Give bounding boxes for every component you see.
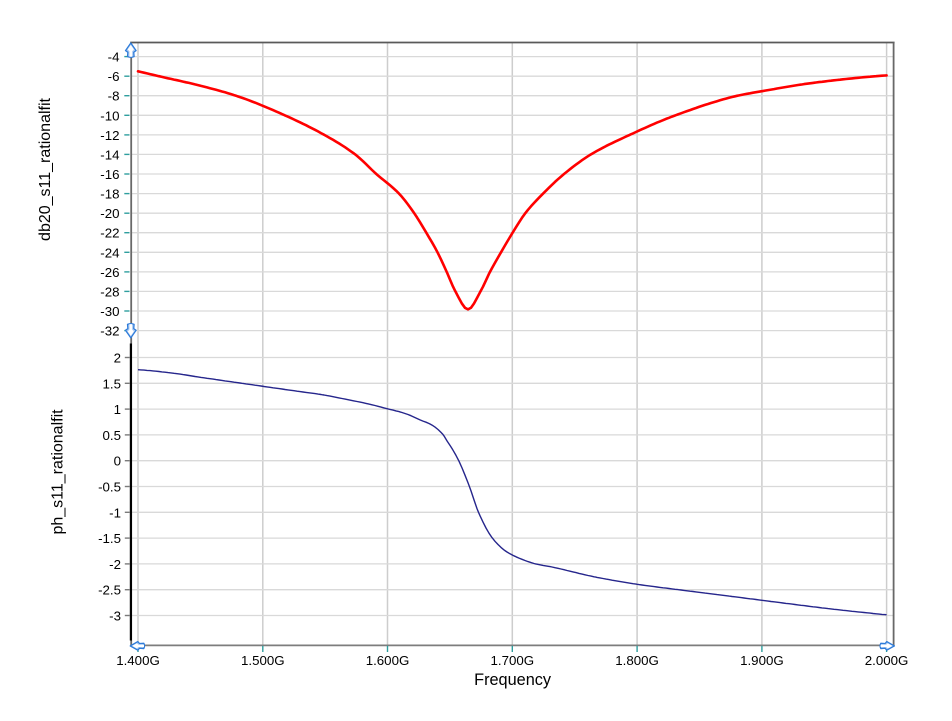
svg-text:-2.5: -2.5 bbox=[98, 583, 121, 598]
svg-text:1.5: 1.5 bbox=[103, 376, 122, 391]
svg-text:1.800G: 1.800G bbox=[615, 653, 659, 668]
svg-text:-28: -28 bbox=[100, 284, 119, 299]
svg-text:2.000G: 2.000G bbox=[865, 653, 909, 668]
svg-text:-26: -26 bbox=[100, 265, 119, 280]
svg-text:1.600G: 1.600G bbox=[366, 653, 410, 668]
svg-text:-32: -32 bbox=[100, 324, 119, 339]
svg-text:-10: -10 bbox=[100, 108, 119, 123]
svg-text:-0.5: -0.5 bbox=[98, 480, 121, 495]
svg-text:1: 1 bbox=[114, 402, 121, 417]
svg-text:-16: -16 bbox=[100, 167, 119, 182]
svg-text:0.5: 0.5 bbox=[103, 428, 122, 443]
svg-text:1.900G: 1.900G bbox=[740, 653, 784, 668]
svg-text:-30: -30 bbox=[100, 304, 119, 319]
svg-text:ph_s11_rationalfit: ph_s11_rationalfit bbox=[49, 409, 66, 535]
svg-text:-12: -12 bbox=[100, 128, 119, 143]
svg-text:1.400G: 1.400G bbox=[116, 653, 160, 668]
svg-text:1.700G: 1.700G bbox=[490, 653, 534, 668]
svg-text:-14: -14 bbox=[100, 147, 119, 162]
svg-text:-4: -4 bbox=[108, 50, 120, 65]
svg-text:-1.5: -1.5 bbox=[98, 531, 121, 546]
svg-text:-24: -24 bbox=[100, 245, 119, 260]
svg-text:-2: -2 bbox=[109, 557, 121, 572]
svg-text:-18: -18 bbox=[100, 187, 119, 202]
svg-text:-1: -1 bbox=[109, 505, 121, 520]
svg-text:-6: -6 bbox=[108, 69, 120, 84]
svg-text:-3: -3 bbox=[109, 609, 121, 624]
svg-text:0: 0 bbox=[114, 454, 121, 469]
svg-text:2: 2 bbox=[114, 351, 121, 366]
svg-text:1.500G: 1.500G bbox=[241, 653, 285, 668]
svg-text:db20_s11_rationalfit: db20_s11_rationalfit bbox=[37, 97, 54, 240]
svg-text:-8: -8 bbox=[108, 89, 120, 104]
svg-text:Frequency: Frequency bbox=[474, 671, 552, 689]
svg-text:-22: -22 bbox=[100, 226, 119, 241]
svg-text:-20: -20 bbox=[100, 206, 119, 221]
